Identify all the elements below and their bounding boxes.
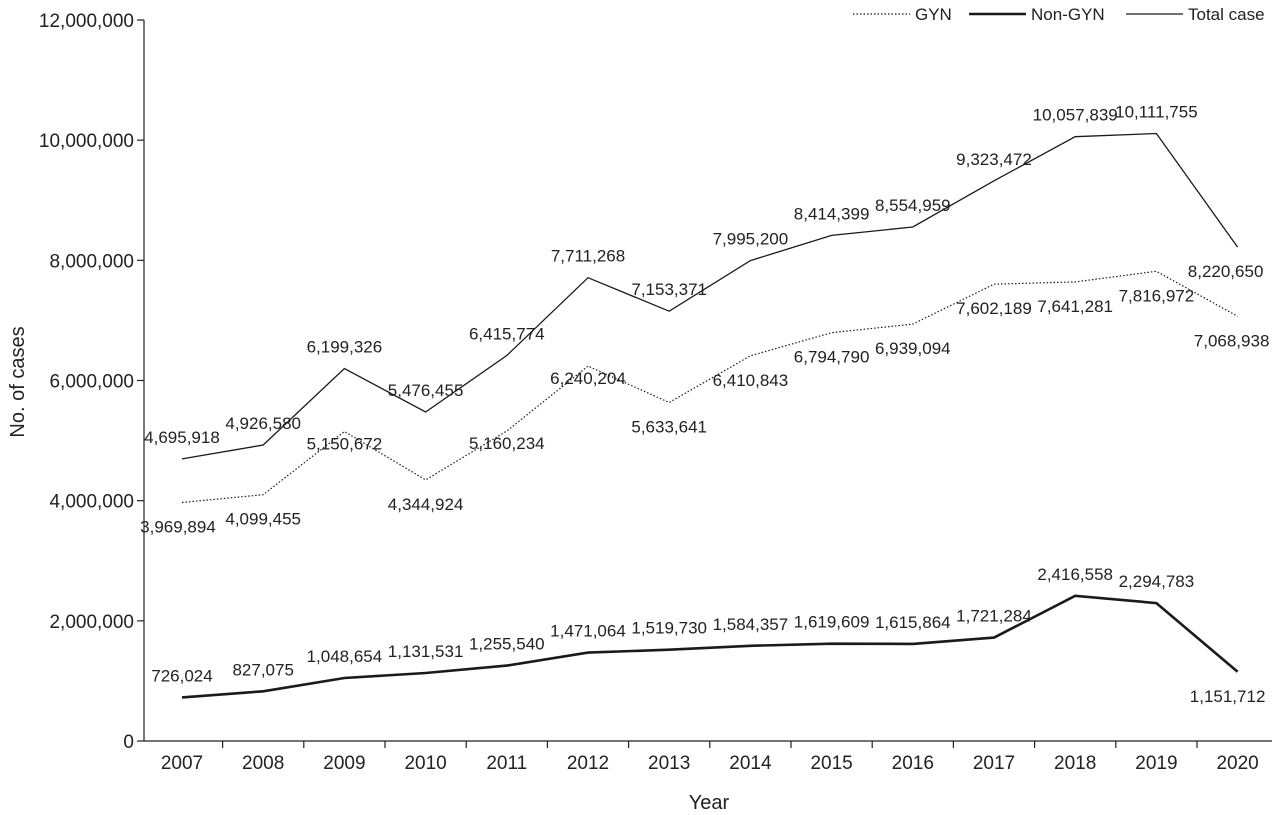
y-tick-label: 4,000,000 — [49, 492, 134, 513]
data-label-non-gyn: 1,255,540 — [469, 635, 545, 654]
data-label-total-case: 8,554,959 — [875, 196, 951, 215]
series-line-non-gyn — [181, 594, 1239, 699]
data-label-total-case: 4,926,580 — [225, 414, 301, 433]
x-tick-label: 2018 — [1054, 753, 1096, 774]
x-tick-label: 2009 — [323, 753, 365, 774]
data-label-total-case: 4,695,918 — [144, 428, 220, 447]
data-label-total-case: 5,476,455 — [388, 381, 464, 400]
legend-label: GYN — [915, 5, 952, 24]
y-tick-label: 12,000,000 — [39, 11, 134, 32]
x-tick-label: 2012 — [567, 753, 609, 774]
data-label-gyn: 7,602,189 — [956, 299, 1032, 318]
data-label-gyn: 6,410,843 — [713, 371, 789, 390]
data-label-non-gyn: 2,294,783 — [1119, 572, 1195, 591]
y-axis-ticks: 0 2,000,000 4,000,000 6,000,000 8,000,000 10,… — [39, 11, 144, 753]
data-label-gyn: 7,641,281 — [1037, 297, 1113, 316]
x-tick-label: 2019 — [1135, 753, 1177, 774]
x-tick-label: 2015 — [810, 753, 852, 774]
data-label-non-gyn: 1,151,712 — [1190, 687, 1266, 706]
legend-label: Total case — [1188, 5, 1265, 24]
data-label-non-gyn: 1,131,531 — [388, 642, 464, 661]
data-label-total-case: 10,057,839 — [1033, 106, 1118, 125]
data-label-gyn: 4,099,455 — [225, 510, 301, 529]
x-tick-label: 2020 — [1216, 753, 1258, 774]
data-label-total-case: 7,711,268 — [551, 247, 625, 266]
series-line-total-case — [181, 132, 1239, 460]
data-label-non-gyn: 1,619,609 — [794, 613, 870, 632]
data-label-gyn: 6,794,790 — [794, 348, 870, 367]
x-axis-title: Year — [689, 792, 730, 814]
y-tick-label: 2,000,000 — [49, 612, 134, 633]
data-label-gyn: 4,344,924 — [388, 495, 464, 514]
x-tick-label: 2008 — [242, 753, 284, 774]
x-tick-label: 2011 — [486, 753, 527, 774]
x-tick-label: 2013 — [648, 753, 690, 774]
y-axis-title: No. of cases — [7, 326, 29, 437]
data-label-non-gyn: 1,471,064 — [550, 622, 626, 641]
data-label-gyn: 5,633,641 — [631, 418, 707, 437]
y-tick-label: 6,000,000 — [49, 372, 134, 393]
y-tick-label: 8,000,000 — [49, 251, 134, 272]
series-lines — [181, 132, 1239, 699]
data-label-total-case: 8,220,650 — [1188, 262, 1264, 281]
data-label-gyn: 6,240,204 — [550, 369, 626, 388]
data-label-total-case: 9,323,472 — [956, 150, 1032, 169]
data-label-total-case: 7,153,371 — [631, 280, 707, 299]
data-label-total-case: 6,199,326 — [307, 338, 383, 357]
data-label-total-case: 10,111,755 — [1115, 102, 1198, 121]
data-label-non-gyn: 1,048,654 — [307, 647, 383, 666]
data-label-non-gyn: 1,584,357 — [713, 615, 789, 634]
data-label-non-gyn: 1,519,730 — [631, 619, 707, 638]
legend: GYN Non-GYN Total case — [853, 5, 1265, 24]
x-tick-label: 2016 — [892, 753, 934, 774]
x-tick-label: 2014 — [729, 753, 772, 774]
y-tick-label: 0 — [123, 732, 134, 753]
data-label-gyn: 7,068,938 — [1194, 331, 1270, 350]
data-label-non-gyn: 2,416,558 — [1037, 565, 1113, 584]
data-label-non-gyn: 827,075 — [232, 660, 293, 679]
data-label-gyn: 3,969,894 — [140, 517, 216, 536]
axes — [143, 20, 1272, 742]
data-label-non-gyn: 1,615,864 — [875, 613, 951, 632]
data-label-gyn: 5,160,234 — [469, 434, 545, 453]
x-tick-label: 2017 — [973, 753, 1015, 774]
legend-label: Non-GYN — [1031, 5, 1105, 24]
x-tick-label: 2007 — [161, 753, 203, 774]
data-label-gyn: 7,816,972 — [1119, 286, 1195, 305]
data-labels: 3,969,894 4,099,455 5,150,672 4,344,924 5,16… — [140, 102, 1269, 705]
data-label-total-case: 7,995,200 — [713, 230, 789, 249]
series-line-gyn — [181, 270, 1238, 504]
x-tick-label: 2010 — [404, 753, 446, 774]
data-label-non-gyn: 1,721,284 — [956, 607, 1032, 626]
y-tick-label: 10,000,000 — [39, 131, 134, 152]
data-label-total-case: 6,415,774 — [469, 325, 545, 344]
x-axis-ticks: 2007 2008 2009 2010 2011 2012 2013 2014 2015 2016… — [161, 741, 1259, 774]
data-label-total-case: 8,414,399 — [794, 204, 870, 223]
data-label-gyn: 6,939,094 — [875, 339, 951, 358]
data-label-non-gyn: 726,024 — [151, 666, 212, 685]
data-label-gyn: 5,150,672 — [307, 435, 383, 454]
